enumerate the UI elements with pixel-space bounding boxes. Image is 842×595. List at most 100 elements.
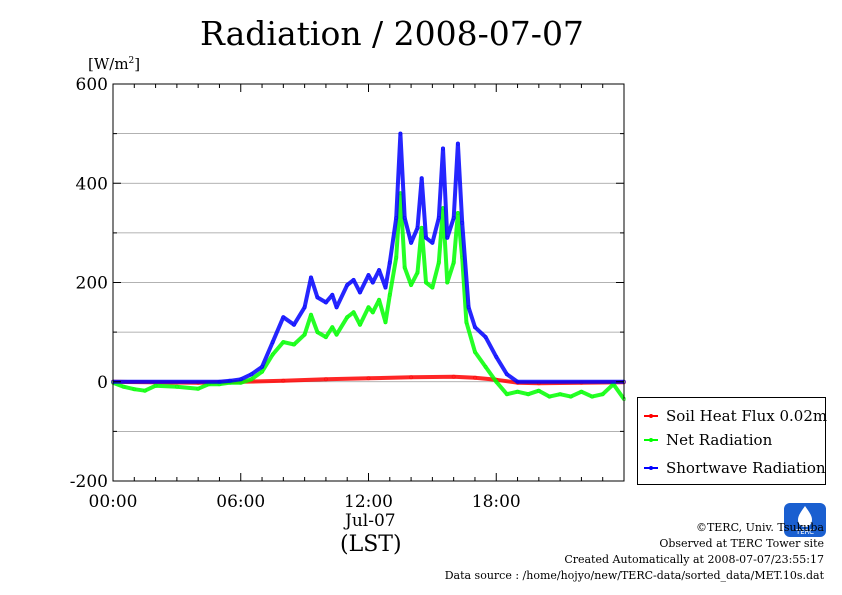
series-net-radiation-point [196,386,201,391]
series-shortwave-radiation [113,131,624,384]
series-net-radiation-point [323,335,328,340]
y-axis: -200 0 200 400 600 [70,75,624,492]
series-shortwave-radiation-point [330,292,335,297]
series-shortwave-radiation-point [483,335,488,340]
series-shortwave-radiation-point [451,215,456,220]
series-shortwave-radiation-point [315,295,320,300]
legend-label: Soil Heat Flux 0.02m [666,407,828,425]
y-tick-label: 400 [76,174,108,194]
series-net-radiation-point [451,260,456,265]
series-net-radiation-point [174,384,179,389]
series-net-radiation-point [259,369,264,374]
series-net-radiation-point [415,270,420,275]
series-shortwave-radiation-point [270,340,275,345]
series-shortwave-radiation-point [345,282,350,287]
series-shortwave-radiation-point [455,141,460,146]
series-net-radiation-point [423,280,428,285]
series-shortwave-radiation-point [351,277,356,282]
series-net-radiation-point [330,325,335,330]
series-net-radiation-point [308,312,313,317]
series-net-radiation-point [270,352,275,357]
series-net-radiation-point [357,322,362,327]
series-net-radiation-point [568,394,573,399]
series-net-radiation-point [600,392,605,397]
series-soil-heat-flux-0-02m-point [281,378,286,383]
series-net-radiation-point [515,389,520,394]
x-axis-label: (LST) [340,532,402,557]
series-shortwave-radiation-point [398,131,403,136]
series-shortwave-radiation-point [440,146,445,151]
series-net-radiation-point [121,384,126,389]
credits: ©TERC, Univ. Tsukuba Observed at TERC To… [445,520,824,584]
x-tick-label: 12:00 [344,492,393,512]
series-shortwave-radiation-point [504,372,509,377]
series-net-radiation-point [558,392,563,397]
series-shortwave-radiation-point [383,285,388,290]
series-shortwave-radiation-point [436,215,441,220]
series-shortwave-radiation-point [291,322,296,327]
legend-swatch [644,414,658,418]
series-shortwave-radiation-point [423,235,428,240]
x-tick-label: 18:00 [472,492,521,512]
x-tick-label: 00:00 [89,492,138,512]
series-shortwave-radiation-point [494,354,499,359]
series-soil-heat-flux-0-02m-point [323,377,328,382]
series-shortwave-radiation-point [466,305,471,310]
series-shortwave-radiation-point [409,240,414,245]
series-shortwave-radiation-point [515,379,520,384]
series-net-radiation-point [526,392,531,397]
series-net-radiation-point [142,388,147,393]
series-shortwave-radiation-point [238,377,243,382]
legend: Soil Heat Flux 0.02m Net Radiation Short… [637,397,827,485]
series-shortwave-radiation-point [302,305,307,310]
copyright-text: ©TERC, Univ. Tsukuba [695,521,824,534]
y-tick-label: 0 [97,373,108,393]
series-net-radiation-point [494,379,499,384]
series-shortwave-radiation-point [249,372,254,377]
series-shortwave-radiation-point [402,215,407,220]
series-shortwave-radiation-point [217,379,222,384]
series-net-radiation-point [547,394,552,399]
unit-sup: 2 [128,56,135,66]
terc-logo: TERC [784,503,826,537]
series-net-radiation-point [394,255,399,260]
series-shortwave-radiation-point [228,378,233,383]
series-net-radiation-point [315,330,320,335]
x-axis: 00:00 06:00 12:00 18:00 [89,84,604,512]
legend-swatch [644,466,658,470]
series-shortwave-radiation-point [460,220,465,225]
series-shortwave-radiation-point [472,325,477,330]
series-net-radiation-point [402,265,407,270]
series-net-radiation-point [302,332,307,337]
legend-item-soil-heat-flux: Soil Heat Flux 0.02m [644,406,827,426]
series-net-radiation-point [351,310,356,315]
series-net-radiation-point [536,388,541,393]
series-net-radiation-point [291,342,296,347]
chart-title: Radiation / 2008-07-07 [200,14,584,53]
logo-text: TERC [795,528,814,536]
series-net-radiation-point [445,280,450,285]
unit-close: ] [134,55,141,73]
series-shortwave-radiation-point [334,305,339,310]
series-shortwave-radiation-point [259,364,264,369]
series-net-radiation-point [483,364,488,369]
series-shortwave-radiation-point [445,235,450,240]
observed-text: Observed at TERC Tower site [659,537,824,550]
legend-item-shortwave-radiation: Shortwave Radiation [644,458,826,478]
series-shortwave-radiation-point [430,240,435,245]
series-soil-heat-flux-0-02m-point [366,376,371,381]
series-shortwave-radiation-point [415,225,420,230]
series-net-radiation-point [334,332,339,337]
series-net-radiation-point [345,315,350,320]
unit-main: [W/m [88,55,129,73]
series-lines [111,131,627,402]
series-net-radiation-point [409,282,414,287]
y-tick-label: -200 [70,472,108,492]
series-shortwave-radiation-point [394,215,399,220]
series-shortwave-radiation-point [377,268,382,273]
created-text: Created Automatically at 2008-07-07/23:5… [564,553,824,566]
series-net-radiation-point [377,297,382,302]
series-net-radiation-point [436,260,441,265]
series-soil-heat-flux-0-02m-point [409,375,414,380]
